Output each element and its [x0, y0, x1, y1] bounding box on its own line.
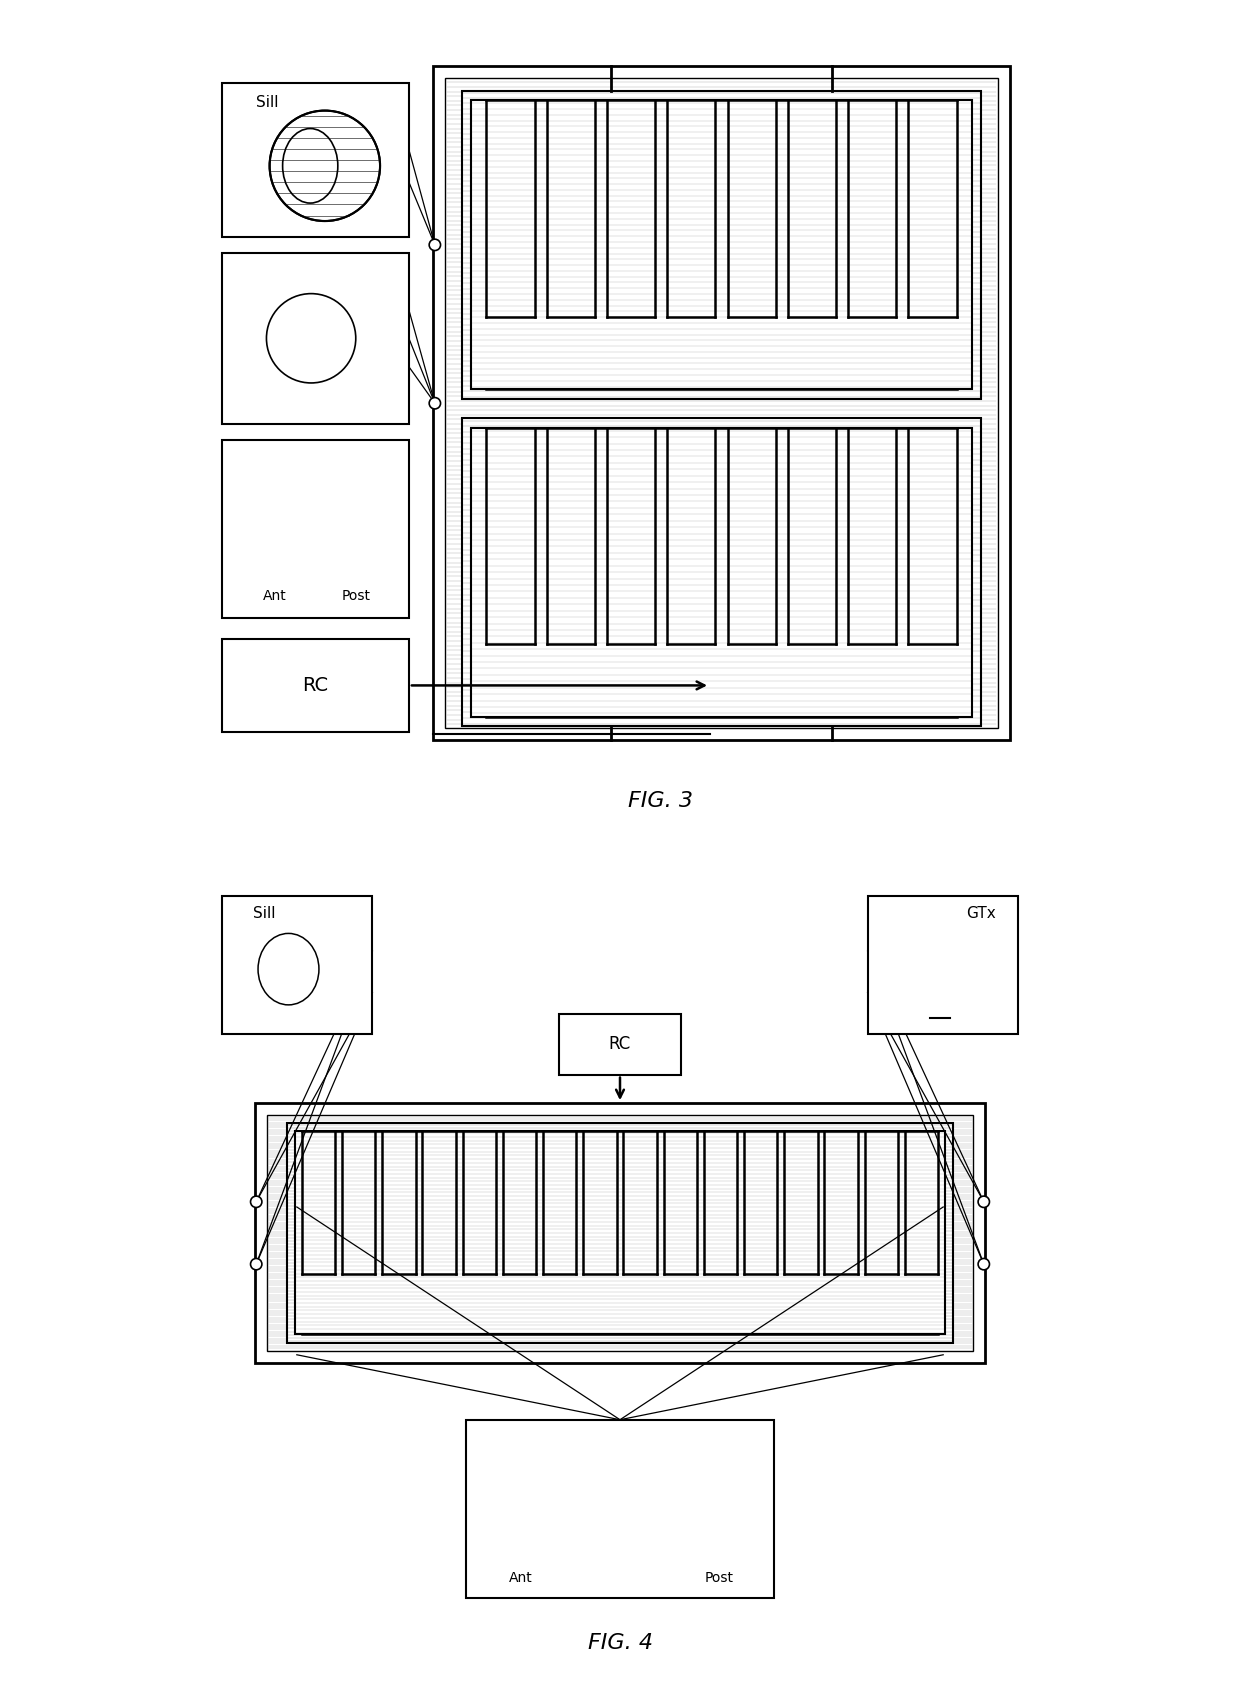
Bar: [461, 417, 981, 726]
Bar: [295, 1132, 945, 1334]
Bar: [471, 100, 972, 390]
Bar: [222, 895, 372, 1034]
Text: RC: RC: [609, 1035, 631, 1054]
Text: FIG. 4: FIG. 4: [588, 1633, 652, 1654]
Bar: [267, 1115, 973, 1351]
Circle shape: [978, 1258, 990, 1270]
Bar: [461, 417, 981, 726]
Bar: [295, 1132, 945, 1334]
Text: GTx: GTx: [966, 907, 996, 921]
Bar: [471, 427, 972, 716]
Bar: [471, 100, 972, 390]
Circle shape: [429, 397, 440, 409]
Ellipse shape: [250, 285, 388, 392]
Circle shape: [312, 466, 402, 556]
Text: FIG. 3: FIG. 3: [629, 790, 693, 811]
Circle shape: [429, 240, 440, 250]
Text: Post: Post: [342, 589, 371, 603]
Bar: [466, 1420, 774, 1598]
Bar: [288, 1123, 952, 1343]
Bar: [445, 78, 998, 728]
Bar: [461, 91, 981, 399]
Circle shape: [651, 1495, 724, 1567]
Bar: [222, 83, 409, 236]
Ellipse shape: [591, 1446, 649, 1490]
Bar: [433, 66, 1009, 740]
Bar: [222, 638, 409, 731]
Bar: [868, 895, 1018, 1034]
Bar: [288, 1123, 952, 1343]
Text: Post: Post: [704, 1571, 733, 1584]
Text: RC: RC: [303, 676, 329, 694]
Circle shape: [250, 1258, 262, 1270]
Text: Sill: Sill: [255, 95, 278, 110]
Circle shape: [229, 466, 319, 556]
Circle shape: [978, 1196, 990, 1208]
Bar: [559, 1013, 681, 1074]
Bar: [461, 91, 981, 399]
Text: Ant: Ant: [263, 589, 286, 603]
Bar: [471, 427, 972, 716]
Text: Ant: Ant: [510, 1571, 533, 1584]
Circle shape: [516, 1495, 589, 1567]
Ellipse shape: [246, 929, 363, 1010]
Text: Sill: Sill: [253, 907, 275, 921]
Circle shape: [250, 1196, 262, 1208]
Bar: [222, 253, 409, 424]
Circle shape: [269, 110, 379, 221]
Bar: [222, 439, 409, 618]
Circle shape: [892, 921, 988, 1018]
Bar: [254, 1103, 986, 1363]
